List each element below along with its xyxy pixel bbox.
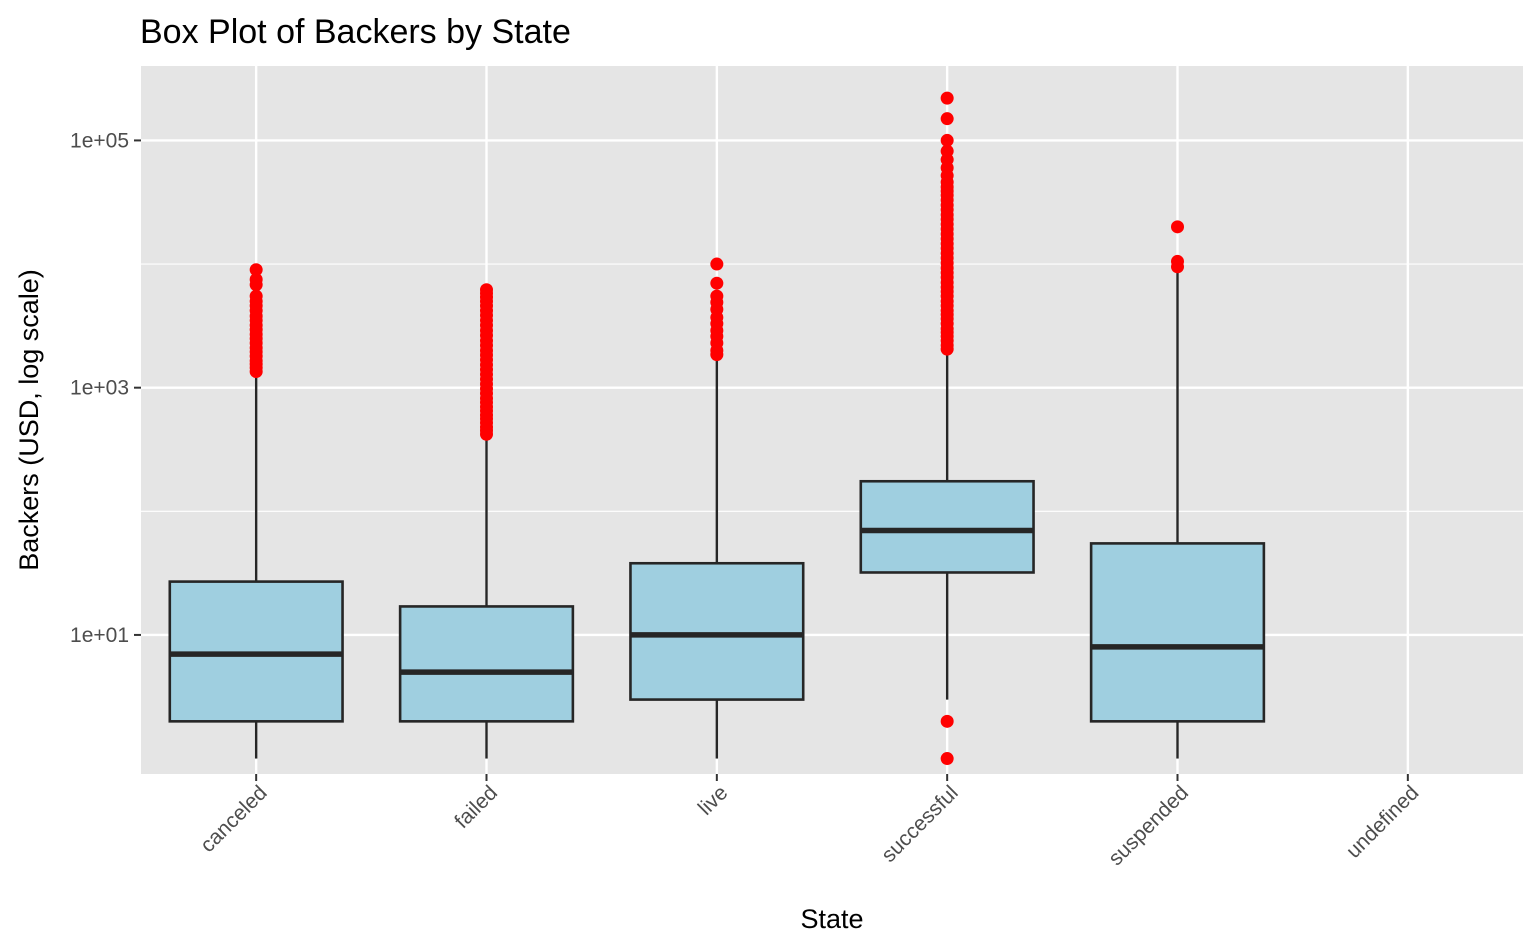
box-suspended xyxy=(1089,272,1266,759)
box-canceled xyxy=(168,375,344,759)
box-iqr xyxy=(398,605,575,723)
x-axis: canceled failed live successful suspended und… xyxy=(196,774,1423,870)
outlier-point xyxy=(710,257,724,271)
outlier-point xyxy=(940,91,954,105)
outlier-point xyxy=(249,273,263,287)
outlier-point xyxy=(940,144,954,158)
boxes xyxy=(168,272,1266,759)
plot-panel xyxy=(141,66,1523,774)
box-successful xyxy=(859,353,1035,700)
chart-title: Box Plot of Backers by State xyxy=(140,13,571,51)
outlier-point xyxy=(1171,220,1184,234)
outlier-point xyxy=(710,289,724,303)
y-tick-label: 1e+01 xyxy=(70,624,129,647)
outlier-point xyxy=(480,283,493,297)
x-tick-label: successful xyxy=(877,781,963,867)
outlier-point xyxy=(940,752,954,766)
y-axis: 1e+01 1e+03 1e+05 xyxy=(70,129,141,647)
outlier-points xyxy=(249,91,1184,766)
y-tick-label: 1e+03 xyxy=(70,377,129,400)
x-tick-label: canceled xyxy=(196,781,272,857)
box-live xyxy=(629,359,805,759)
outlier-point xyxy=(710,276,724,290)
y-axis-title: Backers (USD, log scale) xyxy=(14,269,44,571)
x-tick-label: failed xyxy=(450,781,502,833)
outlier-point xyxy=(940,133,954,147)
box-iqr xyxy=(859,479,1035,574)
y-tick-label: 1e+05 xyxy=(70,129,129,152)
box-iqr xyxy=(629,561,805,701)
outlier-point xyxy=(940,112,954,126)
x-tick-label: undefined xyxy=(1342,781,1424,863)
outlier-point xyxy=(249,263,263,277)
x-tick-label: live xyxy=(694,781,733,820)
box-iqr xyxy=(1089,542,1266,723)
outlier-point xyxy=(940,714,954,728)
outlier-point xyxy=(1171,254,1184,268)
box-failed xyxy=(398,436,575,759)
outlier-point xyxy=(249,289,263,303)
x-tick-label: suspended xyxy=(1104,781,1193,870)
x-axis-title: State xyxy=(800,904,863,934)
